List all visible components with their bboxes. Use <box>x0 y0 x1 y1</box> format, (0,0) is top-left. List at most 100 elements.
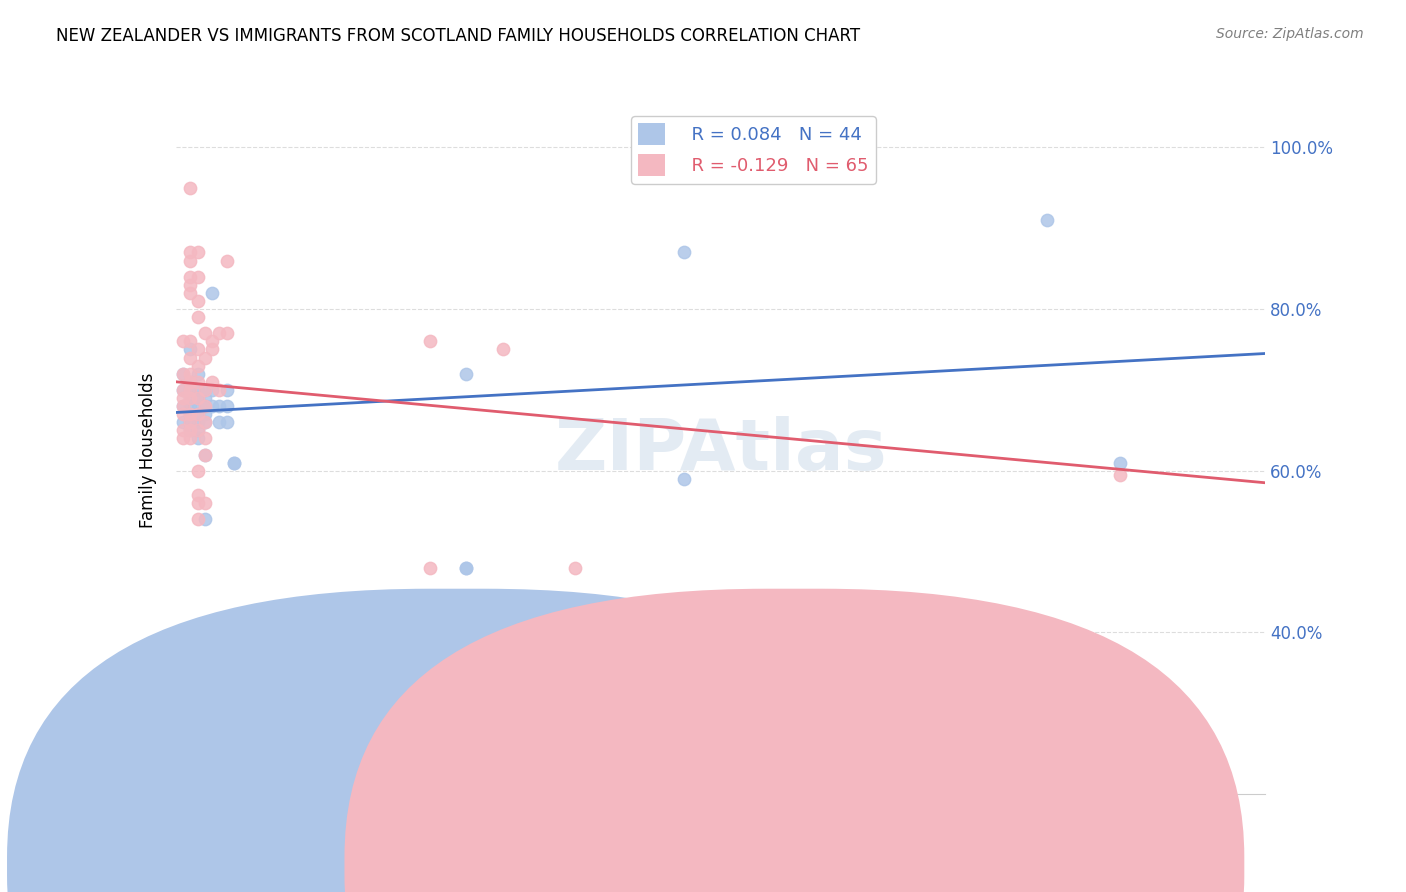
Point <box>179 423 201 437</box>
Point <box>186 359 209 373</box>
Point <box>179 399 201 413</box>
Point <box>186 407 209 421</box>
Point <box>179 423 201 437</box>
Point <box>186 407 209 421</box>
Point <box>172 383 194 397</box>
Point <box>194 399 217 413</box>
Point <box>186 343 209 357</box>
Point <box>419 560 441 574</box>
Point <box>186 423 209 437</box>
Point <box>172 423 194 437</box>
Point <box>194 448 217 462</box>
Point <box>208 415 231 429</box>
Point <box>186 512 209 526</box>
Point <box>782 140 804 154</box>
Point <box>179 407 201 421</box>
Point <box>179 415 201 429</box>
Point <box>179 431 201 445</box>
Point <box>208 399 231 413</box>
Point <box>186 391 209 405</box>
Point <box>194 351 217 365</box>
Point <box>179 277 201 292</box>
Point <box>172 399 194 413</box>
Point <box>222 456 245 470</box>
Point <box>1109 456 1132 470</box>
Point <box>492 343 515 357</box>
Y-axis label: Family Households: Family Households <box>139 373 157 528</box>
Point <box>186 415 209 429</box>
Point <box>456 367 478 381</box>
Point <box>194 431 217 445</box>
Point <box>194 383 217 397</box>
Point <box>179 383 201 397</box>
Point <box>179 351 201 365</box>
Point <box>194 399 217 413</box>
Text: 0.0%: 0.0% <box>156 684 195 699</box>
Point <box>673 245 696 260</box>
Point <box>172 334 194 349</box>
Point <box>172 383 194 397</box>
Point <box>179 415 201 429</box>
Point <box>208 383 231 397</box>
Point <box>201 343 224 357</box>
Point <box>172 415 194 429</box>
Point <box>194 383 217 397</box>
Point <box>215 253 238 268</box>
Point <box>456 560 478 574</box>
Point <box>194 326 217 341</box>
Point <box>194 415 217 429</box>
Point <box>208 326 231 341</box>
Point <box>186 423 209 437</box>
Point <box>186 383 209 397</box>
Point <box>172 399 194 413</box>
Point <box>564 649 586 664</box>
Point <box>673 472 696 486</box>
Point <box>186 375 209 389</box>
Legend:   R = 0.084   N = 44,   R = -0.129   N = 65: R = 0.084 N = 44, R = -0.129 N = 65 <box>631 116 876 184</box>
Point <box>179 383 201 397</box>
Point <box>419 334 441 349</box>
Point <box>179 181 201 195</box>
Point <box>201 334 224 349</box>
Point <box>194 448 217 462</box>
Point <box>1109 467 1132 482</box>
Point <box>600 706 623 720</box>
Point <box>179 375 201 389</box>
Point <box>179 285 201 300</box>
Point <box>179 253 201 268</box>
Point <box>186 488 209 502</box>
Point <box>186 431 209 445</box>
Point <box>186 464 209 478</box>
Point <box>179 375 201 389</box>
Point <box>179 334 201 349</box>
Point <box>1036 213 1059 227</box>
Point <box>179 343 201 357</box>
Point <box>172 367 194 381</box>
Point <box>456 560 478 574</box>
Point <box>201 375 224 389</box>
Point <box>172 407 194 421</box>
Point <box>215 326 238 341</box>
Point <box>179 269 201 284</box>
Point <box>186 391 209 405</box>
Point <box>215 415 238 429</box>
Text: Source: ZipAtlas.com: Source: ZipAtlas.com <box>1216 27 1364 41</box>
Point <box>194 415 217 429</box>
Text: Immigrants from Scotland: Immigrants from Scotland <box>772 855 972 870</box>
Point <box>172 391 194 405</box>
Point <box>186 310 209 325</box>
Point <box>179 391 201 405</box>
Point <box>215 399 238 413</box>
Point <box>201 399 224 413</box>
Point <box>186 245 209 260</box>
Text: NEW ZEALANDER VS IMMIGRANTS FROM SCOTLAND FAMILY HOUSEHOLDS CORRELATION CHART: NEW ZEALANDER VS IMMIGRANTS FROM SCOTLAN… <box>56 27 860 45</box>
Point <box>186 399 209 413</box>
Point <box>194 512 217 526</box>
Point <box>179 391 201 405</box>
Point <box>186 269 209 284</box>
Point <box>194 391 217 405</box>
Text: New Zealanders: New Zealanders <box>472 855 596 870</box>
Point <box>201 285 224 300</box>
Point <box>194 407 217 421</box>
Point <box>186 496 209 510</box>
